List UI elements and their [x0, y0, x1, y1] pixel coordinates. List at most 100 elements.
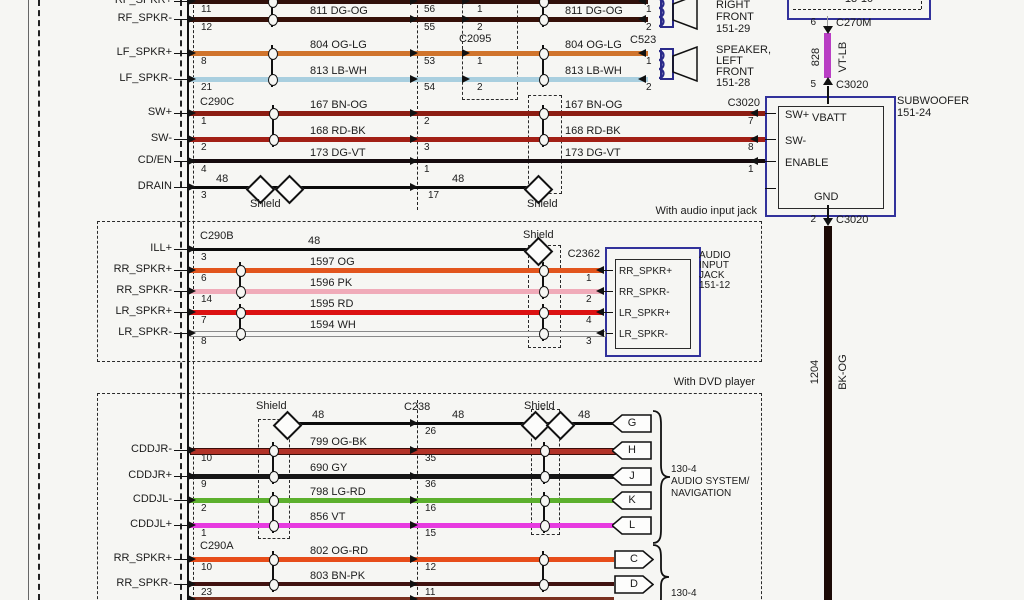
twisted-pair-loop: [540, 520, 550, 532]
speaker-left-front-icon: [650, 45, 702, 91]
twisted-pair-loop: [236, 265, 246, 277]
border-line: [187, 0, 189, 600]
wire-row-label: LF_SPKR+: [116, 46, 172, 58]
wire-arrow: [188, 446, 196, 454]
twisted-pair-loop: [539, 579, 549, 591]
stub-line: [793, 9, 921, 10]
wire-arrow: [638, 15, 646, 23]
wire-arrow: [188, 555, 196, 563]
twisted-pair-line: [542, 105, 544, 147]
jack-pin-lr-spkr-minus: LR_SPKR-: [619, 329, 668, 340]
pin-number: 8: [201, 336, 207, 347]
wire-row-label: CDDJL-: [132, 493, 172, 505]
twisted-pair-loop: [539, 134, 549, 146]
wire-arrow: [596, 287, 604, 295]
dashed-border-line: [38, 0, 40, 600]
pin-number: 2: [424, 116, 430, 127]
subwoofer-pin-sw-plus: SW+: [785, 109, 810, 121]
wire-num-1204: 1204: [808, 359, 821, 385]
wire-sw-minus: [190, 136, 765, 142]
shield-label: Shield: [527, 198, 558, 210]
wire-row-label: SW-: [150, 132, 172, 144]
dvd-twist-box: [258, 419, 290, 539]
wire-code-label: 48: [216, 173, 229, 185]
twisted-pair-loop: [540, 495, 550, 507]
audio-jack-section-box: [97, 221, 762, 362]
stub-line: [765, 113, 776, 114]
twisted-pair-loop: [539, 265, 549, 277]
label-tick: [174, 53, 190, 54]
twisted-pair-loop: [539, 108, 549, 120]
wire-row-label: RR_SPKR+: [113, 552, 172, 564]
wire-cddjl-plus: [190, 522, 615, 528]
twisted-pair-line: [542, 0, 544, 27]
wire-arrow: [596, 329, 604, 337]
wire-arrow: [410, 496, 418, 504]
stub-line: [604, 291, 613, 292]
wire-row-label: CD/EN: [137, 154, 172, 166]
label-tick: [174, 19, 190, 20]
twisted-pair-line: [272, 492, 274, 533]
pin-number: 2: [201, 142, 207, 153]
border-line: [28, 0, 29, 600]
wire-arrow: [410, 446, 418, 454]
wire-arrow: [410, 595, 418, 600]
twisted-pair-line: [542, 45, 544, 87]
pin-number: 1: [201, 528, 207, 539]
pin-number: 23: [201, 587, 213, 598]
stub-line: [604, 333, 613, 334]
wire-arrow: [638, 75, 646, 83]
jack-pin-lr-spkr-plus: LR_SPKR+: [619, 308, 671, 319]
twisted-pair-loop: [269, 471, 279, 483]
wire-code-label: 48: [452, 173, 465, 185]
box-13-10-label: 13-10: [789, 0, 929, 5]
wire-code-label: 804 OG-LG: [310, 39, 367, 51]
wire-arrow: [638, 49, 646, 57]
twisted-pair-loop: [269, 520, 279, 532]
vt-lb-wire: [824, 33, 831, 78]
connector-label-c290b: C290B: [200, 230, 234, 242]
pin-number: 15: [425, 528, 437, 539]
wire-row-label: RR_SPKR-: [116, 284, 172, 296]
dvd-shield-box: [531, 409, 560, 535]
twisted-pair-line: [543, 442, 545, 484]
twisted-pair-loop: [268, 48, 278, 60]
label-tick: [174, 312, 190, 313]
pin-number: 1: [477, 4, 483, 15]
twisted-pair-loop: [269, 495, 279, 507]
wire-color-vt-lb: VT-LB: [836, 41, 849, 73]
wire-arrow: [750, 157, 758, 165]
terminal-label: H: [628, 444, 636, 456]
subwoofer-title: SUBWOOFER: [897, 95, 970, 107]
pin-number: 2: [477, 22, 483, 33]
wire-arrow: [188, 135, 196, 143]
wire-sw-plus: [190, 110, 765, 116]
wire-code-label: 803 BN-PK: [310, 570, 366, 582]
speaker-rf-line2: FRONT: [716, 11, 754, 23]
wire-arrow: [188, 75, 196, 83]
twisted-pair-loop: [268, 74, 278, 86]
pin-number: 7: [201, 315, 207, 326]
wire-rr-spkr-minus-b: [190, 582, 614, 586]
terminal-L: L: [610, 516, 652, 535]
pin-number: 4: [586, 315, 592, 326]
pin-number: 11: [425, 587, 436, 598]
pin-number: 14: [201, 294, 213, 305]
wire-cddjl-minus: [190, 497, 615, 503]
wire-code-label: 690 GY: [310, 462, 348, 474]
wire-arrow: [188, 157, 196, 165]
wire-code-label: 1595 RD: [310, 298, 354, 310]
wire-arrow: [410, 157, 418, 165]
pin-number: 16: [425, 503, 437, 514]
wire-code-label: 1597 OG: [310, 256, 355, 268]
jack-title-4: 151-12: [699, 280, 731, 291]
terminal-label: C: [630, 553, 638, 565]
nav-name-1: AUDIO SYSTEM/: [671, 476, 750, 487]
wire-arrow: [410, 135, 418, 143]
pin-number: 26: [425, 426, 437, 437]
vertical-arrow: [823, 218, 833, 226]
speaker-lf-line2: LEFT: [716, 55, 743, 67]
terminal-H: H: [610, 441, 652, 460]
twisted-pair-loop: [539, 307, 549, 319]
wire-arrow: [188, 245, 196, 253]
